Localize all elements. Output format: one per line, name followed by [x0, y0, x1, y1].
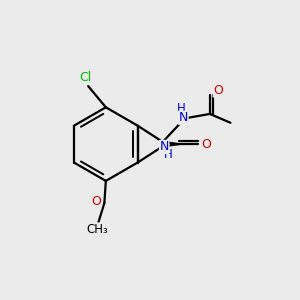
Text: N: N	[160, 140, 169, 153]
Text: CH₃: CH₃	[86, 223, 108, 236]
Text: O: O	[91, 195, 101, 208]
Text: H: H	[177, 102, 186, 116]
Text: O: O	[201, 138, 211, 151]
Text: H: H	[164, 148, 172, 161]
Text: O: O	[213, 84, 223, 97]
Text: N: N	[179, 111, 188, 124]
Text: Cl: Cl	[79, 71, 91, 84]
